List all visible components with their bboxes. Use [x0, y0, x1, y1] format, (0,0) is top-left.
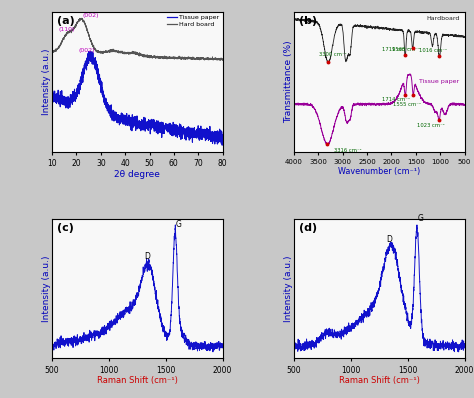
Text: 3316 cm⁻¹: 3316 cm⁻¹ [334, 148, 362, 153]
Y-axis label: Intensity (a.u.): Intensity (a.u.) [284, 255, 293, 322]
Text: (a): (a) [57, 16, 75, 26]
Text: D: D [387, 235, 392, 244]
Text: 1719 cm⁻¹: 1719 cm⁻¹ [383, 47, 410, 53]
Y-axis label: Intensity (a.u.): Intensity (a.u.) [42, 49, 51, 115]
X-axis label: Wavenumber (cm⁻¹): Wavenumber (cm⁻¹) [338, 167, 420, 176]
Text: (b): (b) [299, 16, 318, 26]
Text: (002): (002) [79, 48, 95, 53]
Text: (c): (c) [57, 223, 74, 233]
Y-axis label: Transmittance (%): Transmittance (%) [284, 41, 293, 123]
Text: (002): (002) [82, 13, 99, 18]
Text: (d): (d) [299, 223, 318, 233]
Text: (110): (110) [58, 27, 74, 32]
Text: G: G [418, 214, 424, 223]
Text: Tissue paper: Tissue paper [419, 79, 459, 84]
Text: G: G [176, 220, 182, 229]
X-axis label: Raman Shift (cm⁻¹): Raman Shift (cm⁻¹) [339, 376, 420, 385]
Text: 1714 cm⁻¹: 1714 cm⁻¹ [383, 97, 410, 101]
Text: 1016 cm⁻¹: 1016 cm⁻¹ [419, 48, 447, 53]
Y-axis label: Intensity (a.u.): Intensity (a.u.) [42, 255, 51, 322]
Text: D: D [145, 252, 151, 261]
Text: 1023 cm⁻¹: 1023 cm⁻¹ [417, 123, 445, 128]
Text: 3300 cm⁻¹: 3300 cm⁻¹ [319, 52, 347, 57]
Legend: Tissue paper, Hard board: Tissue paper, Hard board [167, 15, 219, 27]
X-axis label: Raman Shift (cm⁻¹): Raman Shift (cm⁻¹) [97, 376, 178, 385]
Text: 1565 cm⁻¹: 1565 cm⁻¹ [392, 47, 420, 52]
X-axis label: 2θ degree: 2θ degree [114, 170, 160, 179]
Text: 1555 cm⁻¹: 1555 cm⁻¹ [393, 101, 421, 107]
Text: Hardboard: Hardboard [426, 16, 459, 21]
